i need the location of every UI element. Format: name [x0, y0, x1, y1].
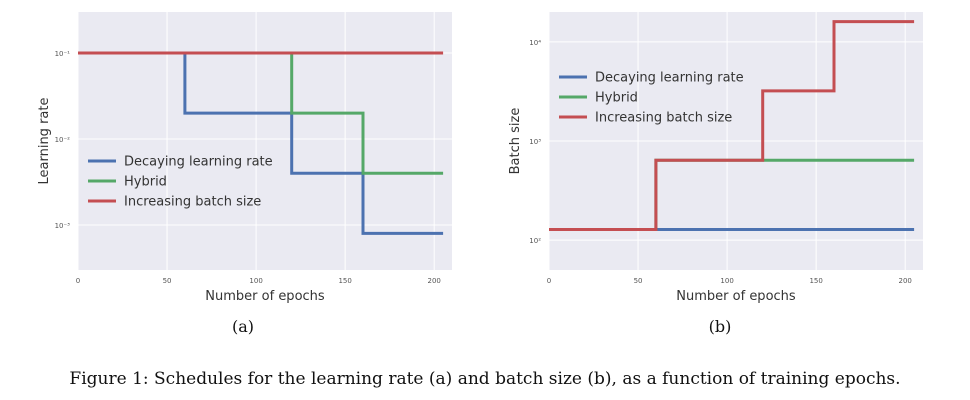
y-tick-label: 10⁻¹ — [55, 50, 71, 58]
y-axis-label: Batch size — [508, 108, 523, 175]
x-tick-label: 200 — [428, 277, 441, 285]
x-tick-label: 50 — [634, 277, 643, 285]
x-tick-label: 150 — [809, 277, 822, 285]
figure-caption: Figure 1: Schedules for the learning rat… — [69, 369, 900, 389]
y-axis-label: Learning rate — [37, 98, 52, 185]
legend: Decaying learning rate Hybrid Increasing b… — [88, 155, 273, 210]
series-line-increasing-batch-size — [549, 20, 915, 231]
y-tick-label: 10⁻² — [55, 136, 71, 144]
legend-entry: Increasing batch size — [595, 111, 732, 126]
panel-label: (a) — [232, 317, 254, 336]
legend-entry: Decaying learning rate — [595, 71, 744, 86]
x-axis-label: Number of epochs — [205, 289, 325, 304]
x-tick-label: 100 — [249, 277, 262, 285]
x-tick-label: 50 — [163, 277, 172, 285]
legend-entry: Hybrid — [595, 91, 638, 106]
panel-label: (b) — [709, 317, 732, 336]
series-line-decaying-learning-rate — [78, 51, 444, 235]
plot-area — [78, 12, 452, 270]
chart-panel-a: 0 50 100 150 200 10⁻³ 10⁻² 10⁻¹ Number of epochs… — [37, 12, 452, 336]
x-tick-label: 200 — [899, 277, 912, 285]
legend-entry: Increasing batch size — [124, 195, 261, 210]
y-tick-label: 10² — [529, 237, 541, 245]
x-tick-label: 150 — [338, 277, 351, 285]
chart-panel-b: 0 50 100 150 200 10² 10³ 10⁴ Number of epochs Bat… — [508, 12, 923, 336]
y-tick-label: 10⁻³ — [55, 222, 71, 230]
legend: Decaying learning rate Hybrid Increasing b… — [559, 71, 744, 126]
x-tick-label: 0 — [547, 277, 551, 285]
legend-entry: Hybrid — [124, 175, 167, 190]
x-tick-label: 100 — [720, 277, 733, 285]
x-axis-label: Number of epochs — [676, 289, 796, 304]
y-tick-label: 10⁴ — [529, 39, 541, 47]
y-tick-label: 10³ — [529, 138, 541, 146]
legend-entry: Decaying learning rate — [124, 155, 273, 170]
x-tick-label: 0 — [76, 277, 80, 285]
